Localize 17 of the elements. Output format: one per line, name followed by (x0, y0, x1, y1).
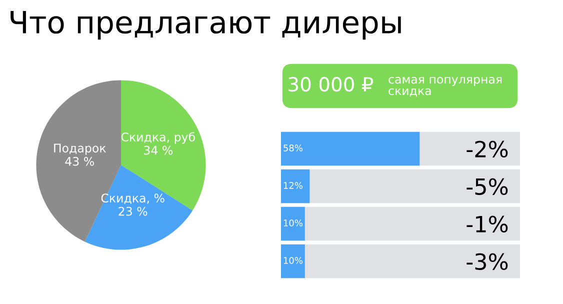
slice-label: Подарок (54, 144, 106, 155)
y-tick-label: -5% (466, 178, 508, 196)
y-tick-label: -3% (466, 253, 508, 270)
data-label: 58% (284, 144, 302, 152)
data-label: 10% (284, 257, 302, 264)
text: 30 000 ₽ (288, 76, 374, 92)
data-label: 12% (284, 182, 302, 189)
text: самая популярная скидка (388, 76, 502, 97)
y-tick-label: -1% (466, 216, 508, 233)
chart-title: Что предлагают дилеры (10, 10, 401, 40)
data-label: 34 % (144, 146, 172, 155)
data-label: 23 % (118, 206, 148, 216)
slice-label: Скидка, руб (121, 132, 195, 144)
data-label: 10% (284, 220, 302, 226)
pie-slice (84, 165, 193, 250)
data-label: 43 % (65, 156, 94, 166)
y-tick-label: -2% (466, 140, 508, 158)
